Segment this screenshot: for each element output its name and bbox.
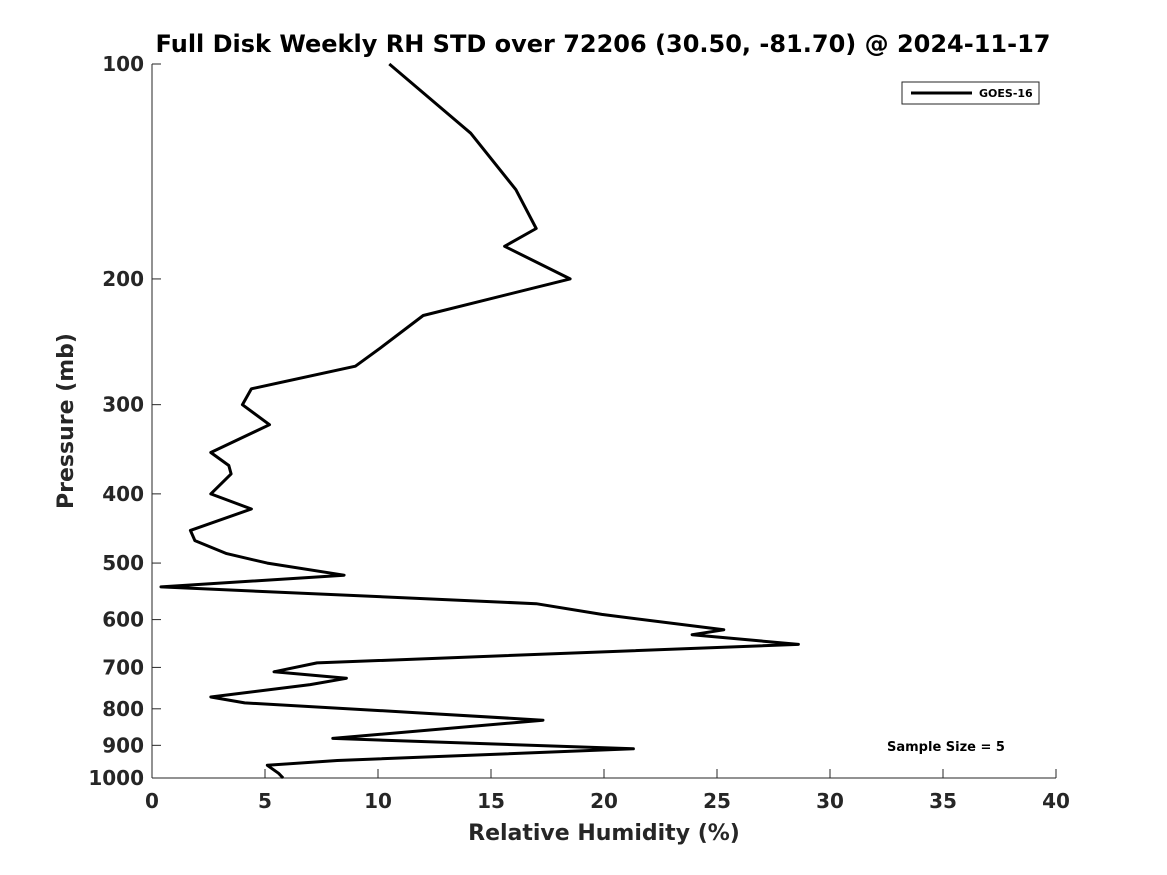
x-tick-label: 15 [477, 789, 505, 813]
chart-title: Full Disk Weekly RH STD over 72206 (30.5… [156, 30, 1051, 58]
y-tick-label: 100 [102, 52, 144, 76]
x-axis-label: Relative Humidity (%) [468, 821, 740, 846]
x-tick-label: 30 [816, 789, 844, 813]
x-tick-label: 10 [364, 789, 392, 813]
y-axis-label: Pressure (mb) [54, 333, 79, 509]
y-tick-label: 700 [102, 655, 144, 679]
y-tick-label: 300 [102, 393, 144, 417]
x-axis-ticks: 0 5 10 15 20 25 30 35 40 [145, 769, 1070, 813]
y-tick-label: 800 [102, 697, 144, 721]
legend-label-goes-16: GOES-16 [979, 87, 1033, 100]
x-tick-label: 5 [258, 789, 272, 813]
x-tick-label: 35 [929, 789, 957, 813]
y-tick-label: 500 [102, 551, 144, 575]
y-tick-label: 400 [102, 482, 144, 506]
x-tick-label: 20 [590, 789, 618, 813]
x-tick-label: 25 [703, 789, 731, 813]
sample-size-annotation: Sample Size = 5 [887, 740, 1005, 755]
y-tick-label: 200 [102, 267, 144, 291]
y-tick-label: 900 [102, 733, 144, 757]
series-line-goes-16 [159, 62, 800, 780]
plot-area [151, 64, 1056, 779]
x-tick-label: 40 [1042, 789, 1070, 813]
series-group [159, 62, 800, 780]
y-tick-label: 1000 [88, 766, 144, 790]
x-tick-label: 0 [145, 789, 159, 813]
y-axis-ticks: 100 200 300 400 500 600 700 800 900 1000 [88, 52, 161, 790]
y-tick-label: 600 [102, 608, 144, 632]
legend: GOES-16 [901, 81, 1040, 105]
